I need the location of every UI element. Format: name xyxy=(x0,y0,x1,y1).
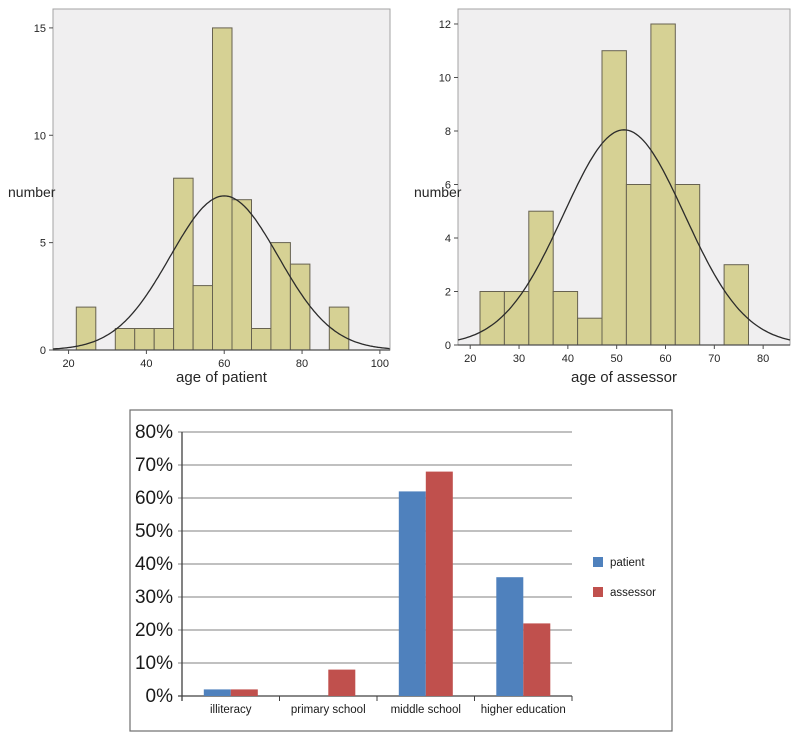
histogram-bar xyxy=(153,328,175,351)
x-tick-label: 70 xyxy=(708,353,720,365)
bar-assessor xyxy=(230,689,258,696)
y-tick-label: 40% xyxy=(135,554,173,575)
category-label: primary school xyxy=(291,704,366,716)
category-label: middle school xyxy=(391,704,461,716)
y-tick-label: 0 xyxy=(445,340,451,352)
y-tick-label: 0 xyxy=(40,345,46,357)
x-tick-label: 80 xyxy=(296,358,308,370)
x-tick-label: 20 xyxy=(464,353,476,365)
y-tick-label: 6 xyxy=(445,179,451,191)
histogram-bar xyxy=(270,242,291,351)
y-axis-title: number xyxy=(8,184,56,200)
histogram-bar xyxy=(601,50,627,346)
histogram-age-of-patient-svg: 20 40 60 80 100 0 5 10 15 age of patient number xyxy=(8,8,391,386)
y-tick-label: 20% xyxy=(135,620,173,641)
histogram-age-of-patient: 20 40 60 80 100 0 5 10 15 age of patient number xyxy=(0,0,400,400)
histogram-bar xyxy=(577,317,603,346)
x-axis-title: age of patient xyxy=(176,369,268,386)
bar-patient xyxy=(398,491,426,696)
histogram-bar xyxy=(650,23,676,346)
category-label: illiteracy xyxy=(210,704,252,716)
histogram-bar xyxy=(674,184,701,346)
x-tick-label: 100 xyxy=(371,358,389,370)
x-tick-label: 20 xyxy=(62,358,74,370)
y-tick-label: 4 xyxy=(445,233,451,245)
y-tick-label: 80% xyxy=(135,422,173,443)
histogram-bar xyxy=(251,328,272,351)
y-tick-label: 70% xyxy=(135,455,173,476)
normal-curve xyxy=(52,195,390,350)
bar-patient xyxy=(203,689,231,696)
category-label: higher education xyxy=(481,704,566,716)
y-tick-label: 8 xyxy=(445,126,451,138)
y-tick-label: 2 xyxy=(445,286,451,298)
legend-swatch-patient xyxy=(593,557,603,567)
x-tick-label: 80 xyxy=(757,353,769,365)
y-tick-label: 10 xyxy=(34,130,46,142)
y-tick-label: 12 xyxy=(439,19,451,31)
education-bar-chart: 0% 10% 20% 30% 40% 50% 60% 70% 80% illiteracy prim… xyxy=(128,407,680,732)
histogram-bar xyxy=(552,291,579,346)
legend-label-assessor: assessor xyxy=(610,587,656,599)
histogram-bar xyxy=(114,328,136,351)
histogram-age-of-assessor-svg: 20 30 40 50 60 70 80 0 2 4 6 8 10 12 age of assessor nu… xyxy=(414,8,791,386)
x-axis-title: age of assessor xyxy=(571,369,677,386)
y-tick-label: 10 xyxy=(439,72,451,84)
histogram-age-of-assessor: 20 30 40 50 60 70 80 0 2 4 6 8 10 12 age of assessor nu… xyxy=(400,0,800,400)
histogram-bar xyxy=(528,210,554,346)
x-tick-label: 60 xyxy=(218,358,230,370)
x-tick-label: 60 xyxy=(659,353,671,365)
y-tick-label: 15 xyxy=(34,23,46,35)
normal-curve xyxy=(457,129,791,341)
histogram-bar xyxy=(625,184,652,346)
y-axis-title: number xyxy=(414,184,462,200)
histogram-bar xyxy=(231,199,252,351)
y-tick-label: 60% xyxy=(135,488,173,509)
y-tick-label: 10% xyxy=(135,653,173,674)
bar-assessor xyxy=(425,471,453,696)
histogram-bar xyxy=(192,285,214,351)
y-tick-label: 30% xyxy=(135,587,173,608)
histogram-bar xyxy=(173,177,194,351)
bar-assessor xyxy=(328,669,356,696)
x-tick-label: 50 xyxy=(611,353,623,365)
histogram-bar xyxy=(723,264,750,346)
education-bar-chart-svg: 0% 10% 20% 30% 40% 50% 60% 70% 80% illiteracy prim… xyxy=(129,409,673,732)
legend-swatch-assessor xyxy=(593,587,603,597)
legend-label-patient: patient xyxy=(610,557,645,569)
bar-patient xyxy=(496,577,524,696)
x-tick-label: 30 xyxy=(513,353,525,365)
histogram-bar xyxy=(134,328,155,351)
y-tick-label: 5 xyxy=(40,238,46,250)
histogram-bar xyxy=(289,263,311,351)
y-tick-label: 0% xyxy=(146,686,174,707)
x-tick-label: 40 xyxy=(140,358,152,370)
x-tick-label: 40 xyxy=(562,353,574,365)
y-tick-label: 50% xyxy=(135,521,173,542)
bar-assessor xyxy=(523,623,551,696)
histogram-bar xyxy=(212,27,233,351)
